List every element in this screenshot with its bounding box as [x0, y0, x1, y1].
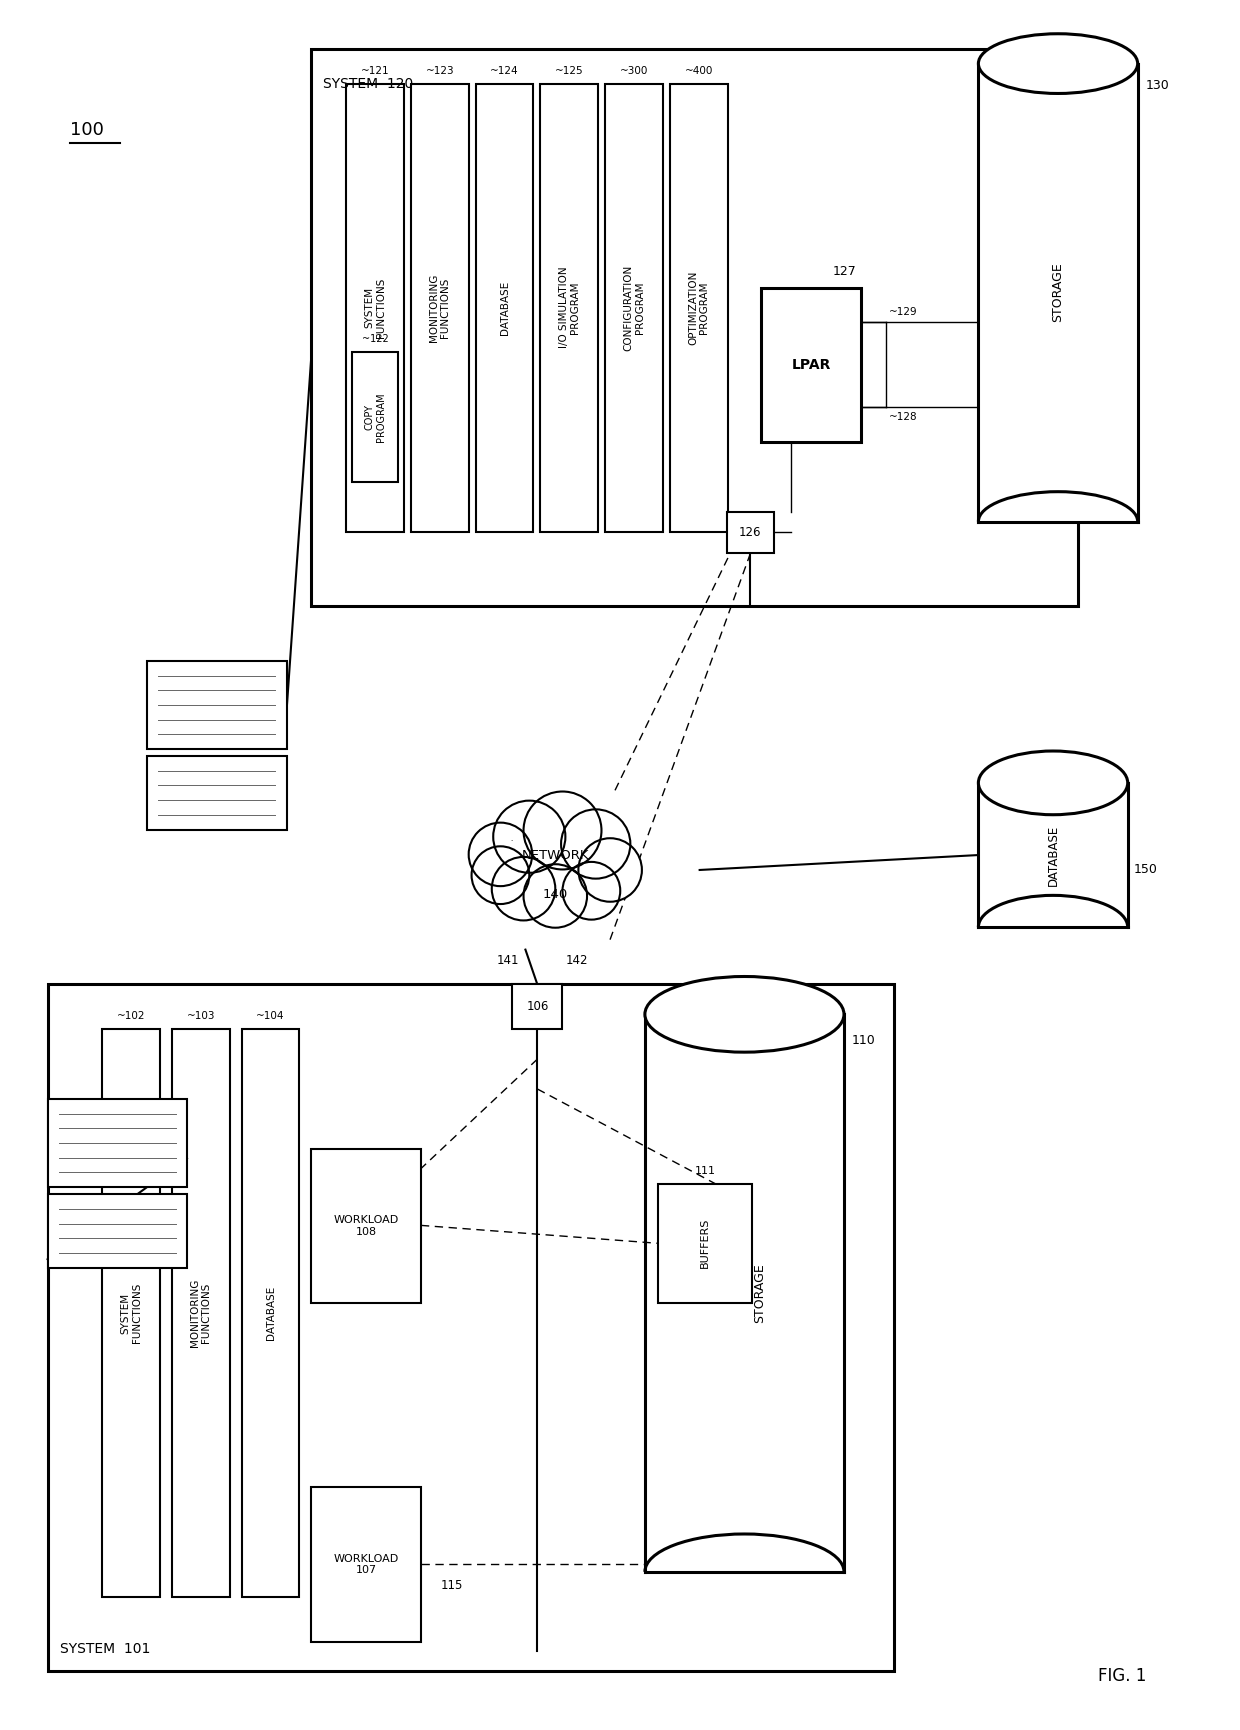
- Text: ~123: ~123: [425, 66, 454, 76]
- Ellipse shape: [978, 35, 1137, 93]
- Text: ~300: ~300: [620, 66, 649, 76]
- Text: ~124: ~124: [490, 66, 518, 76]
- Text: COPY
PROGRAM: COPY PROGRAM: [365, 393, 386, 441]
- Bar: [47, 1099, 187, 1187]
- Text: SYSTEM
FUNCTIONS: SYSTEM FUNCTIONS: [120, 1284, 141, 1342]
- Text: CONFIGURATION
PROGRAM: CONFIGURATION PROGRAM: [624, 265, 645, 351]
- Bar: [47, 1194, 187, 1268]
- Bar: [978, 64, 1137, 521]
- Text: WORKLOAD
108: WORKLOAD 108: [334, 1214, 399, 1237]
- Text: WORKLOAD
107: WORKLOAD 107: [334, 1554, 399, 1574]
- Text: 150: 150: [1133, 863, 1158, 877]
- Circle shape: [563, 862, 620, 920]
- Text: 142: 142: [565, 953, 589, 967]
- Bar: [727, 512, 774, 554]
- Circle shape: [560, 810, 630, 879]
- Text: 141: 141: [496, 953, 518, 967]
- Text: DATABASE: DATABASE: [500, 280, 510, 334]
- Bar: [172, 1029, 229, 1597]
- Text: LPAR: LPAR: [791, 358, 831, 372]
- Text: BUFFERS: BUFFERS: [701, 1218, 711, 1268]
- Text: SYSTEM  101: SYSTEM 101: [60, 1642, 150, 1656]
- Bar: [311, 1149, 420, 1303]
- Bar: [242, 1029, 299, 1597]
- Text: ~122: ~122: [362, 334, 388, 344]
- Circle shape: [471, 846, 529, 905]
- Text: 126: 126: [739, 526, 761, 540]
- Bar: [311, 48, 1078, 606]
- Text: ~104: ~104: [257, 1012, 285, 1021]
- Bar: [658, 1183, 753, 1303]
- Circle shape: [523, 865, 587, 927]
- Text: ~400: ~400: [684, 66, 713, 76]
- Text: ~125: ~125: [556, 66, 584, 76]
- Bar: [346, 83, 404, 531]
- Bar: [103, 1029, 160, 1597]
- Text: 106: 106: [526, 1000, 548, 1014]
- Text: ~103: ~103: [187, 1012, 215, 1021]
- Bar: [148, 756, 286, 830]
- Text: 140: 140: [543, 889, 568, 901]
- Text: STORAGE: STORAGE: [753, 1263, 766, 1323]
- Circle shape: [578, 839, 642, 901]
- Text: ~102: ~102: [117, 1012, 145, 1021]
- Text: ~121: ~121: [361, 66, 389, 76]
- Text: MONITORING
FUNCTIONS: MONITORING FUNCTIONS: [190, 1278, 212, 1348]
- Text: 110: 110: [852, 1035, 875, 1047]
- Text: SYSTEM
FUNCTIONS: SYSTEM FUNCTIONS: [365, 277, 386, 337]
- Bar: [476, 83, 533, 531]
- Circle shape: [492, 856, 556, 920]
- Ellipse shape: [645, 976, 844, 1052]
- Text: ~128: ~128: [889, 412, 918, 422]
- Text: I/O SIMULATION
PROGRAM: I/O SIMULATION PROGRAM: [559, 266, 580, 348]
- Text: FIG. 1: FIG. 1: [1097, 1668, 1146, 1685]
- Text: 111: 111: [694, 1166, 715, 1176]
- Ellipse shape: [978, 751, 1127, 815]
- Bar: [978, 784, 1127, 927]
- Text: 130: 130: [1146, 78, 1169, 92]
- Bar: [541, 83, 598, 531]
- Bar: [761, 287, 861, 441]
- Text: DATABASE: DATABASE: [265, 1285, 275, 1341]
- Bar: [605, 83, 663, 531]
- Bar: [410, 83, 469, 531]
- Bar: [47, 984, 894, 1671]
- Text: DATABASE: DATABASE: [1047, 825, 1059, 886]
- Text: SYSTEM  120: SYSTEM 120: [324, 76, 414, 90]
- Circle shape: [494, 801, 565, 874]
- Text: MONITORING
FUNCTIONS: MONITORING FUNCTIONS: [429, 273, 450, 343]
- Text: STORAGE: STORAGE: [1052, 263, 1064, 322]
- Bar: [311, 1488, 420, 1642]
- Bar: [512, 984, 562, 1029]
- Bar: [670, 83, 728, 531]
- Text: OPTIMIZATION
PROGRAM: OPTIMIZATION PROGRAM: [688, 270, 709, 344]
- Circle shape: [523, 792, 601, 870]
- Text: 115: 115: [440, 1579, 464, 1592]
- Bar: [148, 661, 286, 749]
- Circle shape: [469, 823, 532, 886]
- Text: ~129: ~129: [889, 308, 918, 318]
- Bar: [645, 1014, 844, 1573]
- Text: NETWORK: NETWORK: [522, 848, 589, 862]
- Text: 100: 100: [71, 121, 104, 140]
- Text: 127: 127: [832, 265, 856, 277]
- Bar: [352, 353, 398, 481]
